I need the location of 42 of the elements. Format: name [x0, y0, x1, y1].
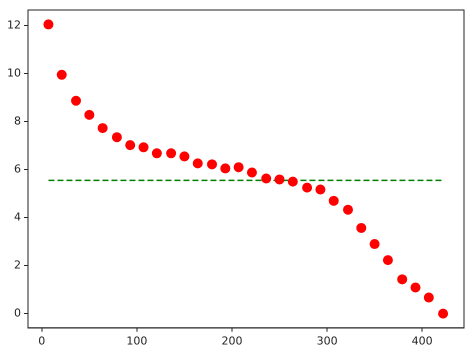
point	[43, 19, 54, 30]
point	[274, 174, 285, 184]
point	[207, 159, 218, 170]
y-tick-label: 0	[14, 306, 21, 320]
point	[56, 70, 67, 80]
point	[261, 174, 272, 184]
point	[138, 142, 149, 152]
x-tick-label: 100	[126, 334, 148, 348]
point	[342, 204, 353, 215]
point	[234, 162, 244, 172]
point	[98, 123, 108, 134]
point	[220, 163, 230, 174]
x-tick-label: 300	[316, 334, 338, 348]
point	[315, 184, 326, 195]
x-tick-label: 200	[221, 334, 242, 348]
y-tick-label: 2	[14, 258, 21, 272]
y-tick-label: 8	[14, 114, 21, 128]
point	[288, 176, 298, 187]
y-tick-label: 10	[6, 66, 21, 80]
point	[152, 148, 162, 158]
point	[397, 274, 408, 284]
point	[112, 132, 122, 142]
point	[125, 140, 136, 150]
point	[382, 255, 393, 266]
point	[302, 182, 312, 193]
y-tick-label: 12	[6, 18, 21, 32]
point	[71, 96, 82, 106]
point	[179, 151, 190, 162]
point	[410, 282, 421, 292]
point	[328, 196, 339, 206]
point	[424, 292, 434, 303]
point	[246, 168, 257, 178]
point	[166, 148, 176, 158]
point	[438, 308, 448, 319]
x-tick-label: 400	[412, 334, 433, 348]
point	[370, 239, 380, 250]
point	[192, 158, 203, 168]
point	[84, 110, 94, 120]
y-tick-label: 6	[14, 162, 21, 176]
y-tick-label: 4	[14, 210, 21, 224]
x-tick-label: 0	[38, 334, 46, 348]
point	[356, 222, 366, 233]
